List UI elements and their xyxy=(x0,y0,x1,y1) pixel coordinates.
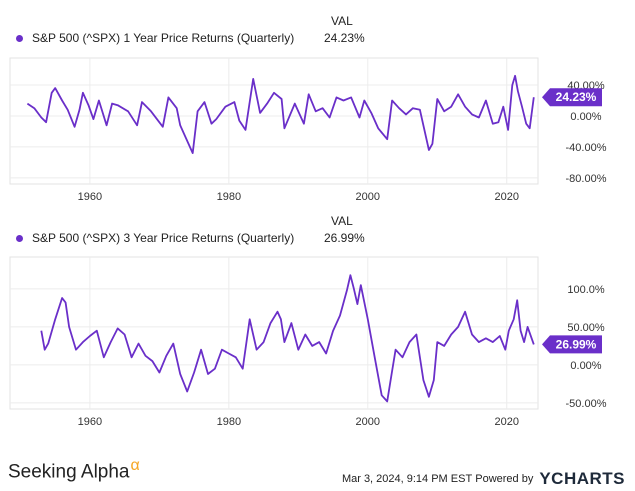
chart2-x-tick-label: 1960 xyxy=(78,416,102,428)
chart1-legend-value: 24.23% xyxy=(324,31,365,45)
chart1-y-tick-label: 0.00% xyxy=(570,111,601,123)
chart1-value-badge xyxy=(542,88,602,107)
footer-powered-by: Powered by xyxy=(475,473,534,485)
chart1-legend-label: S&P 500 (^SPX) 1 Year Price Returns (Qua… xyxy=(32,31,295,45)
chart2-value-badge xyxy=(542,335,602,354)
chart2-y-tick-label: 100.0% xyxy=(567,284,605,296)
chart2-x-tick-label: 1980 xyxy=(217,416,241,428)
chart2-series-line xyxy=(40,274,535,403)
seeking-alpha-text: Seeking Alpha xyxy=(8,461,130,483)
chart1-series-line xyxy=(26,74,535,155)
seeking-alpha-logo: Seeking Alphaα xyxy=(8,457,140,483)
chart1-plot-frame xyxy=(9,57,539,185)
chart2-legend: S&P 500 (^SPX) 3 Year Price Returns (Qua… xyxy=(16,231,365,245)
chart2-legend-dot xyxy=(16,234,23,242)
chart2-legend-label: S&P 500 (^SPX) 3 Year Price Returns (Qua… xyxy=(32,231,295,245)
chart2-y-tick-label: 50.00% xyxy=(567,322,605,334)
chart1-x-tick-label: 1960 xyxy=(78,191,102,203)
chart1-x-tick-label: 2020 xyxy=(494,191,518,203)
chart1-y-tick-label: -80.00% xyxy=(566,173,607,185)
chart1-value-badge-label: 24.23% xyxy=(556,90,597,104)
chart1-x-tick-label: 1980 xyxy=(217,191,241,203)
ycharts-logo: YCHARTS xyxy=(539,469,625,488)
chart2-val-header: VAL xyxy=(331,214,353,228)
chart2-plot-frame xyxy=(9,256,539,410)
chart1-y-tick-label: -40.00% xyxy=(566,142,607,154)
chart2-y-tick-label: 0.00% xyxy=(570,360,601,372)
chart2-x-tick-label: 2020 xyxy=(494,416,518,428)
chart2-value-badge-label: 26.99% xyxy=(556,337,597,351)
chart2-x-tick-label: 2000 xyxy=(356,416,380,428)
chart1-val-header: VAL xyxy=(331,14,353,28)
chart2-legend-value: 26.99% xyxy=(324,231,365,245)
chart1-x-tick-label: 2000 xyxy=(356,191,380,203)
chart1-legend-dot xyxy=(16,34,23,42)
chart2-y-tick-label: -50.00% xyxy=(566,398,607,410)
footer-attribution: Mar 3, 2024, 9:14 PM EST Powered by YCHA… xyxy=(342,469,625,489)
alpha-icon: α xyxy=(130,457,140,474)
chart1-legend: S&P 500 (^SPX) 1 Year Price Returns (Qua… xyxy=(16,31,365,45)
footer-timestamp: Mar 3, 2024, 9:14 PM EST xyxy=(341,473,473,485)
